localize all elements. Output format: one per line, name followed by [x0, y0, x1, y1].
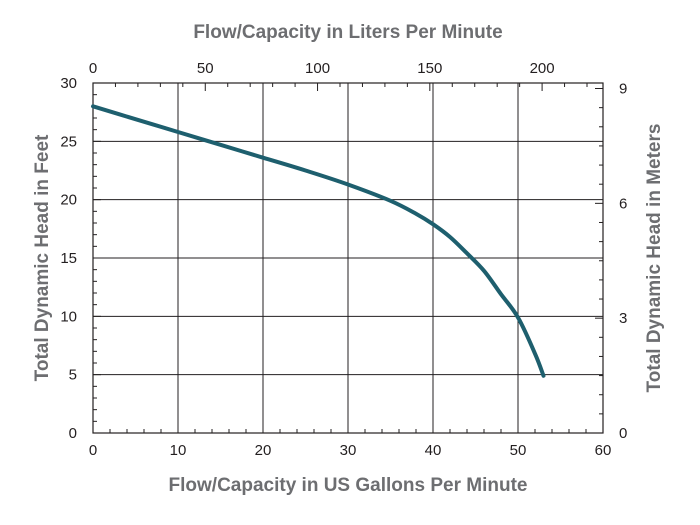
x-tick-label: 50	[510, 442, 527, 459]
x2-tick-label: 100	[305, 60, 330, 77]
y-tick-label: 5	[69, 367, 77, 384]
tick-labels: 0 10 20 30 40 50 60 0 5 10 15 20 25 30 0 50 100 150 200 0 3 6…	[60, 60, 627, 459]
y-tick-label: 0	[69, 425, 77, 442]
x2-axis-title: Flow/Capacity in Liters Per Minute	[193, 22, 502, 43]
y-axis-title: Total Dynamic Head in Feet	[32, 134, 53, 381]
x-tick-label: 0	[89, 442, 97, 459]
y-tick-label: 10	[60, 308, 77, 325]
y2-axis-title: Total Dynamic Head in Meters	[644, 124, 665, 393]
x2-tick-label: 200	[530, 60, 555, 77]
grid-lines	[93, 83, 603, 433]
x-tick-label: 10	[170, 442, 187, 459]
y2-tick-label: 0	[619, 425, 627, 442]
x2-tick-label: 0	[89, 60, 97, 77]
x-tick-label: 60	[595, 442, 612, 459]
x-tick-label: 20	[255, 442, 272, 459]
x-axis-title: Flow/Capacity in US Gallons Per Minute	[169, 475, 528, 496]
performance-curve	[91, 104, 546, 378]
x-tick-label: 30	[340, 442, 357, 459]
x2-tick-label: 50	[197, 60, 214, 77]
minor-ticks	[92, 82, 604, 434]
x-tick-label: 40	[425, 442, 442, 459]
y-tick-label: 15	[60, 250, 77, 267]
y-tick-label: 30	[60, 75, 77, 92]
y2-tick-label: 6	[619, 195, 627, 212]
x2-tick-label: 150	[417, 60, 442, 77]
y-tick-label: 20	[60, 192, 77, 209]
plot-frame	[92, 82, 604, 434]
y-tick-label: 25	[60, 133, 77, 150]
y2-tick-label: 9	[619, 81, 627, 98]
y2-tick-label: 3	[619, 310, 627, 327]
